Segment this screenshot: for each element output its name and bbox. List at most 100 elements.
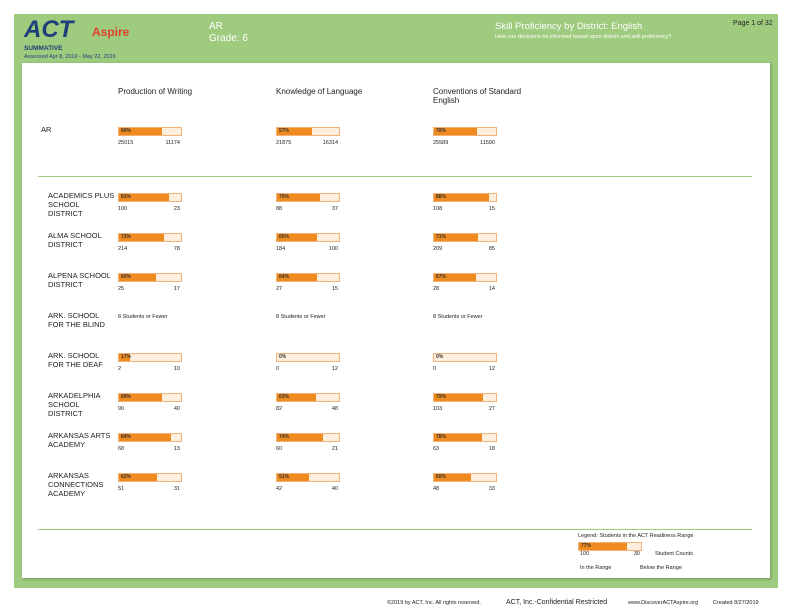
- bar-track: 64%: [276, 273, 340, 282]
- created: Created 8/27/2019: [713, 600, 759, 606]
- bar-fill: [119, 354, 130, 361]
- in-range-count: 108: [433, 206, 443, 212]
- district-name: ARK. SCHOOL FOR THE DEAF: [48, 351, 103, 369]
- in-range-count: 0: [433, 366, 437, 372]
- percent-label: 84%: [121, 434, 132, 440]
- district-name: ALPENA SCHOOL DISTRICT: [48, 271, 111, 289]
- in-range-count: 100: [580, 551, 590, 557]
- confidential: ACT, Inc.-Confidential Restricted: [506, 599, 608, 606]
- bar-track: 78%: [433, 433, 497, 442]
- below-range-count: 33: [488, 486, 495, 492]
- percent-label: 51%: [279, 474, 290, 480]
- bar-fill: [277, 434, 323, 441]
- in-range-count: 60: [276, 446, 283, 452]
- summative: SUMMATIVE: [24, 45, 63, 52]
- legend-below: Below the Range: [640, 565, 682, 571]
- in-range-count: 21875: [276, 140, 292, 146]
- bar-fill: [277, 234, 318, 241]
- grade: Grade: 6: [209, 33, 248, 44]
- percent-label: 71%: [436, 234, 447, 240]
- content-panel: [22, 63, 770, 578]
- percent-label: 60%: [121, 274, 132, 280]
- percent-label: 67%: [436, 274, 447, 280]
- in-range-count: 25589: [433, 140, 449, 146]
- percent-label: 0%: [436, 354, 444, 360]
- in-range-count: 28: [433, 286, 440, 292]
- below-range-count: 40: [331, 486, 338, 492]
- percent-label: 64%: [279, 274, 290, 280]
- below-range-count: 31: [173, 486, 180, 492]
- website: www.DiscoverACTAspire.org: [628, 600, 699, 606]
- below-range-count: 12: [488, 366, 495, 372]
- percent-label: 74%: [279, 434, 290, 440]
- district-name: ARKANSAS CONNECTIONS ACADEMY: [48, 471, 104, 498]
- bar-track: 57%: [276, 127, 340, 136]
- bar-track: 0%: [433, 353, 497, 362]
- percent-label: 65%: [279, 234, 290, 240]
- below-range-count: 78: [173, 246, 180, 252]
- below-range-count: 37: [331, 206, 338, 212]
- page-number: Page 1 of 32: [733, 20, 773, 27]
- column-header: Production of Writing: [118, 87, 193, 96]
- district-name: AR: [41, 125, 52, 134]
- bar-track: 51%: [276, 473, 340, 482]
- bar-fill: [277, 274, 317, 281]
- in-range-count: 48: [433, 486, 440, 492]
- below-range-count: 16314: [322, 140, 338, 146]
- bar-fill: [434, 274, 476, 281]
- bar-track: 70%: [433, 127, 497, 136]
- bar-fill: [434, 234, 479, 241]
- bar-fill: [119, 434, 172, 441]
- in-range-count: 27: [276, 286, 283, 292]
- bar-track: 62%: [118, 473, 182, 482]
- percent-label: 0%: [279, 354, 287, 360]
- legend-title: Legend: Students in the ACT Readiness Ra…: [578, 533, 694, 539]
- bar-fill: [119, 194, 170, 201]
- bar-track: 60%: [118, 273, 182, 282]
- percent-label: 69%: [121, 128, 132, 134]
- district-name: ALMA SCHOOL DISTRICT: [48, 231, 102, 249]
- in-range-count: 25015: [118, 140, 134, 146]
- bar-track: 79%: [433, 393, 497, 402]
- percent-label: 70%: [279, 194, 290, 200]
- logo-aspire: Aspire: [92, 25, 130, 39]
- in-range-count: 51: [118, 486, 125, 492]
- bar-fill: [434, 128, 478, 135]
- in-range-count: 184: [276, 246, 286, 252]
- bar-track: 60%: [433, 473, 497, 482]
- below-range-count: 48: [331, 406, 338, 412]
- bar-fill: [119, 274, 157, 281]
- note: 8 Students or Fewer: [276, 314, 326, 320]
- in-range-count: 100: [118, 206, 128, 212]
- bar-fill: [277, 194, 321, 201]
- in-range-count: 90: [118, 406, 125, 412]
- bar-track: 77%: [578, 542, 642, 551]
- below-range-count: 15: [488, 206, 495, 212]
- question: How can decisions be informed based upon…: [495, 34, 672, 40]
- percent-label: 70%: [436, 128, 447, 134]
- in-range-count: 214: [118, 246, 128, 252]
- bar-fill: [434, 194, 489, 201]
- in-range-count: 103: [433, 406, 443, 412]
- below-range-count: 14: [488, 286, 495, 292]
- below-range-count: 10: [173, 366, 180, 372]
- below-range-count: 27: [488, 406, 495, 412]
- bar-fill: [119, 474, 158, 481]
- below-range-count: 17: [173, 286, 180, 292]
- percent-label: 77%: [581, 543, 592, 549]
- percent-label: 17%: [121, 354, 132, 360]
- percent-label: 57%: [279, 128, 290, 134]
- column-header: Conventions of Standard English: [433, 87, 522, 105]
- bar-fill: [277, 394, 317, 401]
- bar-track: 70%: [276, 193, 340, 202]
- bar-track: 73%: [118, 233, 182, 242]
- bar-fill: [277, 474, 309, 481]
- percent-label: 81%: [121, 194, 132, 200]
- below-range-count: 11590: [480, 140, 495, 146]
- bar-fill: [579, 543, 627, 550]
- assessed: Assessed Apr 8, 2019 - May 22, 2019: [24, 54, 116, 60]
- bar-track: 67%: [433, 273, 497, 282]
- bar-track: 69%: [118, 393, 182, 402]
- percent-label: 79%: [436, 394, 447, 400]
